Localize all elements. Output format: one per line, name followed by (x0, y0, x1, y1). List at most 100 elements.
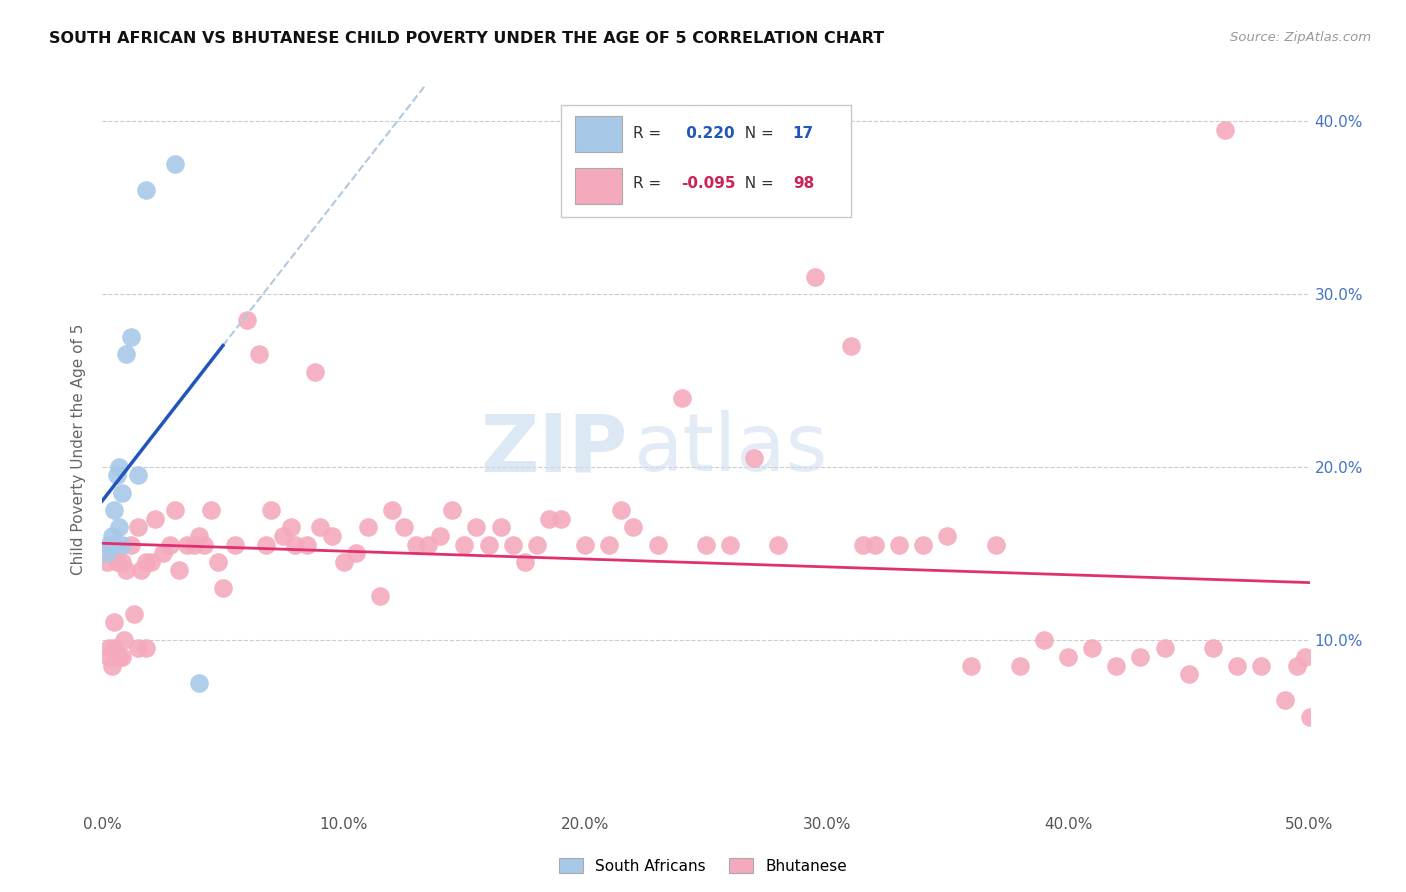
Point (112, 632, 135, 647)
Point (247, 347, 270, 361)
Point (159, 537, 181, 551)
Point (143, 511, 166, 525)
Point (344, 546, 367, 560)
Point (207, 555, 229, 569)
Point (120, 330, 142, 344)
Y-axis label: Child Poverty Under the Age of 5: Child Poverty Under the Age of 5 (72, 324, 86, 575)
Point (254, 537, 277, 551)
Point (236, 312, 259, 326)
Point (163, 503, 186, 517)
Point (357, 520, 380, 534)
Point (647, 537, 669, 551)
Point (110, 485, 132, 500)
Point (169, 564, 191, 578)
Point (96, 546, 118, 560)
Point (193, 537, 215, 551)
Point (489, 520, 512, 534)
Point (1081, 641, 1104, 656)
Point (574, 537, 596, 551)
Point (163, 157, 186, 171)
Point (101, 537, 124, 551)
Point (477, 537, 499, 551)
Point (1178, 667, 1201, 681)
Point (284, 537, 307, 551)
Point (105, 555, 128, 569)
Point (176, 537, 198, 551)
Point (513, 555, 536, 569)
Point (839, 339, 862, 353)
Point (308, 520, 330, 534)
Point (1226, 658, 1249, 673)
Point (1213, 122, 1236, 136)
Point (110, 537, 132, 551)
Point (1202, 641, 1225, 656)
Point (598, 537, 620, 551)
Point (381, 503, 404, 517)
Point (1294, 649, 1316, 664)
Point (135, 183, 157, 197)
Point (183, 537, 205, 551)
Point (103, 537, 125, 551)
Point (135, 641, 157, 656)
Point (297, 537, 319, 551)
Point (1286, 658, 1309, 673)
Point (260, 503, 283, 517)
Point (127, 641, 149, 656)
Point (502, 537, 524, 551)
Point (105, 468, 128, 483)
Point (1105, 658, 1128, 673)
Point (718, 537, 741, 551)
Point (405, 537, 427, 551)
Point (120, 537, 142, 551)
Point (671, 391, 693, 405)
Point (200, 503, 222, 517)
Point (115, 564, 138, 578)
Point (453, 537, 475, 551)
Point (98, 537, 121, 551)
Point (803, 269, 825, 284)
Point (110, 555, 132, 569)
Point (115, 347, 138, 361)
Point (187, 529, 209, 543)
Point (742, 451, 765, 466)
Point (537, 511, 560, 525)
Legend: South Africans, Bhutanese: South Africans, Bhutanese (553, 852, 853, 880)
Point (1250, 658, 1272, 673)
Point (187, 676, 209, 690)
Point (139, 555, 162, 569)
Point (1274, 693, 1296, 707)
Point (1153, 641, 1175, 656)
Point (152, 546, 174, 560)
Point (984, 537, 1007, 551)
Point (441, 503, 464, 517)
Point (332, 555, 354, 569)
Point (108, 649, 131, 664)
Point (101, 658, 124, 673)
Point (108, 520, 131, 534)
Point (392, 520, 415, 534)
Point (101, 529, 124, 543)
Point (912, 537, 935, 551)
Point (550, 511, 572, 525)
Point (224, 537, 246, 551)
Point (1298, 710, 1320, 724)
Point (321, 529, 343, 543)
Point (129, 564, 152, 578)
Point (280, 520, 302, 534)
Text: Source: ZipAtlas.com: Source: ZipAtlas.com (1230, 31, 1371, 45)
Point (863, 537, 886, 551)
Point (429, 529, 451, 543)
Point (98, 649, 121, 664)
Text: SOUTH AFRICAN VS BHUTANESE CHILD POVERTY UNDER THE AGE OF 5 CORRELATION CHART: SOUTH AFRICAN VS BHUTANESE CHILD POVERTY… (49, 31, 884, 46)
Point (418, 537, 440, 551)
Point (936, 529, 959, 543)
Point (465, 520, 488, 534)
Point (1057, 649, 1080, 664)
Point (1008, 658, 1031, 673)
Point (610, 503, 633, 517)
Point (887, 537, 910, 551)
Point (110, 649, 132, 664)
Point (96, 555, 118, 569)
Point (852, 537, 875, 551)
Point (103, 615, 125, 630)
